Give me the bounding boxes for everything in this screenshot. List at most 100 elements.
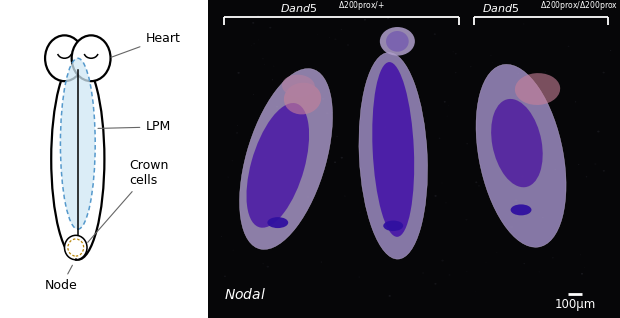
Ellipse shape	[247, 103, 309, 228]
Ellipse shape	[347, 44, 349, 46]
Ellipse shape	[364, 19, 366, 20]
Ellipse shape	[603, 170, 605, 172]
Ellipse shape	[72, 35, 110, 81]
Ellipse shape	[470, 66, 472, 67]
Ellipse shape	[64, 235, 87, 260]
Ellipse shape	[392, 192, 393, 194]
Text: Node: Node	[45, 265, 78, 292]
Ellipse shape	[271, 143, 272, 144]
Ellipse shape	[253, 94, 254, 95]
Ellipse shape	[448, 105, 450, 106]
Ellipse shape	[526, 111, 528, 113]
Ellipse shape	[264, 157, 267, 158]
Ellipse shape	[402, 225, 404, 226]
Ellipse shape	[441, 259, 444, 261]
Ellipse shape	[597, 131, 600, 132]
Ellipse shape	[466, 143, 468, 144]
Ellipse shape	[444, 101, 446, 103]
Ellipse shape	[60, 58, 95, 229]
Ellipse shape	[282, 75, 315, 97]
Ellipse shape	[384, 127, 386, 128]
Ellipse shape	[326, 113, 328, 114]
Ellipse shape	[51, 58, 104, 260]
Ellipse shape	[389, 295, 391, 297]
Text: $\mathit{Nodal}$: $\mathit{Nodal}$	[224, 287, 266, 302]
Ellipse shape	[551, 114, 553, 116]
Ellipse shape	[267, 165, 268, 166]
Ellipse shape	[294, 71, 296, 73]
Ellipse shape	[521, 176, 523, 177]
Ellipse shape	[581, 273, 583, 274]
Ellipse shape	[490, 55, 492, 56]
Ellipse shape	[257, 15, 259, 17]
Ellipse shape	[341, 29, 342, 30]
Ellipse shape	[269, 27, 272, 29]
Ellipse shape	[455, 72, 456, 73]
Ellipse shape	[372, 62, 414, 237]
Ellipse shape	[511, 204, 531, 215]
Ellipse shape	[267, 217, 288, 228]
Ellipse shape	[523, 263, 525, 264]
Ellipse shape	[407, 161, 410, 162]
Ellipse shape	[363, 179, 365, 181]
Ellipse shape	[395, 231, 396, 232]
Text: 100μm: 100μm	[555, 298, 596, 311]
Ellipse shape	[388, 63, 390, 65]
Ellipse shape	[523, 96, 525, 98]
Ellipse shape	[439, 138, 440, 139]
Ellipse shape	[274, 156, 275, 157]
Ellipse shape	[279, 158, 280, 159]
Ellipse shape	[329, 37, 330, 38]
Ellipse shape	[337, 136, 338, 137]
Ellipse shape	[476, 182, 477, 183]
Ellipse shape	[365, 105, 367, 106]
Text: $\mathit{Dand5}$: $\mathit{Dand5}$	[280, 2, 317, 14]
Ellipse shape	[322, 98, 324, 100]
Ellipse shape	[331, 112, 333, 113]
Text: LPM: LPM	[98, 121, 170, 134]
Ellipse shape	[435, 283, 436, 285]
Ellipse shape	[239, 69, 332, 249]
Ellipse shape	[267, 266, 269, 267]
Ellipse shape	[236, 132, 238, 134]
Ellipse shape	[266, 173, 267, 174]
Ellipse shape	[386, 31, 409, 52]
Ellipse shape	[221, 236, 222, 237]
Text: $\mathit{Dand5}$: $\mathit{Dand5}$	[482, 2, 520, 14]
Bar	[64, 61, 91, 78]
Ellipse shape	[491, 99, 542, 187]
Ellipse shape	[276, 106, 278, 107]
Ellipse shape	[45, 35, 84, 81]
Ellipse shape	[252, 22, 254, 24]
Ellipse shape	[224, 276, 226, 277]
Ellipse shape	[387, 17, 389, 19]
Ellipse shape	[455, 53, 457, 54]
Ellipse shape	[284, 83, 321, 114]
Ellipse shape	[334, 162, 336, 163]
Ellipse shape	[515, 96, 517, 97]
Ellipse shape	[476, 64, 566, 247]
Ellipse shape	[586, 176, 587, 177]
Ellipse shape	[575, 101, 576, 102]
Ellipse shape	[237, 125, 238, 126]
Ellipse shape	[232, 250, 234, 251]
Ellipse shape	[237, 72, 240, 74]
Ellipse shape	[434, 33, 436, 35]
Ellipse shape	[380, 27, 415, 56]
Ellipse shape	[525, 74, 527, 75]
Ellipse shape	[603, 72, 604, 73]
FancyBboxPatch shape	[208, 0, 620, 318]
Ellipse shape	[383, 221, 403, 231]
Text: $\mathregular{\Delta}$200prox/+: $\mathregular{\Delta}$200prox/+	[337, 0, 384, 12]
Ellipse shape	[359, 52, 428, 259]
Ellipse shape	[515, 73, 560, 105]
Ellipse shape	[544, 73, 545, 74]
Ellipse shape	[480, 167, 481, 168]
Ellipse shape	[553, 235, 554, 236]
Ellipse shape	[544, 71, 546, 72]
Ellipse shape	[578, 164, 579, 165]
Ellipse shape	[555, 169, 556, 170]
Ellipse shape	[510, 226, 513, 228]
Ellipse shape	[251, 45, 252, 46]
Ellipse shape	[610, 50, 611, 51]
